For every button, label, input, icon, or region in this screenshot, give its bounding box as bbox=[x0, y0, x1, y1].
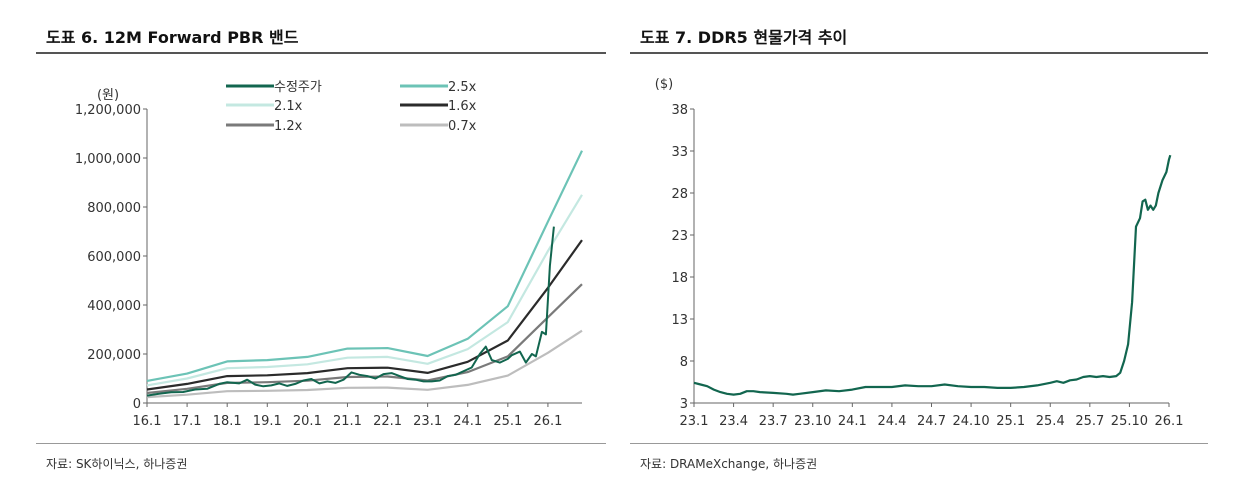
ddr5-x-tick-label: 24.7 bbox=[917, 414, 946, 429]
ddr5-x-tick-label: 25.1 bbox=[996, 414, 1025, 429]
pbr-legend-label: 1.6x bbox=[448, 99, 477, 114]
ddr5-x-tick-label: 23.7 bbox=[759, 414, 788, 429]
ddr5-x-tick-label: 24.1 bbox=[838, 414, 867, 429]
pbr-x-tick-label: 26.1 bbox=[533, 414, 562, 429]
ddr5-y-tick-label: 3 bbox=[680, 397, 688, 412]
ddr5-y-tick-label: 38 bbox=[671, 103, 688, 118]
pbr-y-tick-label: 1,000,000 bbox=[75, 152, 141, 167]
pbr-series-line-0 bbox=[146, 150, 583, 382]
right-chart-title: 도표 7. DDR5 현물가격 추이 bbox=[640, 28, 848, 47]
ddr5-y-tick-label: 28 bbox=[671, 187, 688, 202]
pbr-y-tick-label: 400,000 bbox=[87, 299, 141, 314]
pbr-series-line-3 bbox=[146, 283, 583, 395]
pbr-y-tick-label: 0 bbox=[133, 397, 141, 412]
ddr5-y-tick-label: 18 bbox=[671, 271, 688, 286]
pbr-x-tick-label: 19.1 bbox=[253, 414, 282, 429]
pbr-y-tick-label: 800,000 bbox=[87, 201, 141, 216]
ddr5-x-tick-label: 23.10 bbox=[794, 414, 831, 429]
pbr-series-line-4 bbox=[146, 329, 583, 399]
right-panel: 도표 7. DDR5 현물가격 추이 3 8 13 18 23 28 33 38 ($) 23.1… bbox=[626, 0, 1237, 499]
left-source: 자료: SK하이닉스, 하나증권 bbox=[46, 457, 188, 471]
ddr5-y-tick-label: 13 bbox=[671, 313, 688, 328]
ddr5-y-tick-label: 33 bbox=[671, 145, 688, 160]
right-source: 자료: DRAMeXchange, 하나증권 bbox=[640, 457, 818, 471]
pbr-unit-label: (원) bbox=[97, 88, 119, 103]
ddr5-x-tick-label: 23.1 bbox=[680, 414, 709, 429]
ddr5-x-tick-label: 23.4 bbox=[719, 414, 748, 429]
ddr5-y-tick-label: 8 bbox=[680, 355, 688, 370]
ddr5-series-line-0 bbox=[693, 154, 1172, 396]
pbr-x-tick-label: 25.1 bbox=[493, 414, 522, 429]
pbr-legend-label: 2.1x bbox=[274, 99, 303, 114]
pbr-band-chart: 0 200,000 400,000 600,000 800,000 1,000,000 1,… bbox=[75, 80, 583, 429]
ddr5-x-tick-label: 26.1 bbox=[1155, 414, 1184, 429]
pbr-x-tick-label: 21.1 bbox=[333, 414, 362, 429]
pbr-legend-label: 2.5x bbox=[448, 80, 477, 95]
pbr-y-tick-label: 200,000 bbox=[87, 348, 141, 363]
ddr5-x-tick-label: 24.4 bbox=[877, 414, 906, 429]
pbr-y-tick-label: 1,200,000 bbox=[75, 103, 141, 118]
pbr-series-line-1 bbox=[146, 194, 583, 387]
ddr5-x-tick-label: 25.10 bbox=[1111, 414, 1148, 429]
pbr-x-tick-label: 23.1 bbox=[413, 414, 442, 429]
ddr5-unit-label: ($) bbox=[655, 77, 673, 92]
ddr5-y-tick-label: 23 bbox=[671, 229, 688, 244]
pbr-x-tick-label: 22.1 bbox=[373, 414, 402, 429]
left-title-rule bbox=[36, 52, 606, 54]
left-panel: 도표 6. 12M Forward PBR 밴드 0 200,000 400,000… bbox=[0, 0, 618, 499]
pbr-legend-label: 1.2x bbox=[274, 119, 303, 134]
pbr-y-tick-label: 600,000 bbox=[87, 250, 141, 265]
left-bottom-rule bbox=[36, 443, 606, 444]
pbr-series-line-5 bbox=[146, 226, 555, 397]
ddr5-x-tick-label: 24.10 bbox=[952, 414, 989, 429]
right-title-rule bbox=[630, 52, 1208, 54]
pbr-legend-label: 수정주가 bbox=[274, 80, 322, 95]
pbr-x-tick-label: 17.1 bbox=[173, 414, 202, 429]
pbr-x-tick-label: 16.1 bbox=[133, 414, 162, 429]
ddr5-x-tick-label: 25.7 bbox=[1075, 414, 1104, 429]
pbr-series-line-2 bbox=[146, 239, 583, 391]
pbr-legend-label: 0.7x bbox=[448, 119, 477, 134]
ddr5-x-tick-label: 25.4 bbox=[1036, 414, 1065, 429]
left-chart-title: 도표 6. 12M Forward PBR 밴드 bbox=[46, 28, 299, 47]
pbr-x-tick-label: 24.1 bbox=[453, 414, 482, 429]
pbr-x-tick-label: 18.1 bbox=[213, 414, 242, 429]
pbr-x-tick-label: 20.1 bbox=[293, 414, 322, 429]
right-bottom-rule bbox=[630, 443, 1208, 444]
